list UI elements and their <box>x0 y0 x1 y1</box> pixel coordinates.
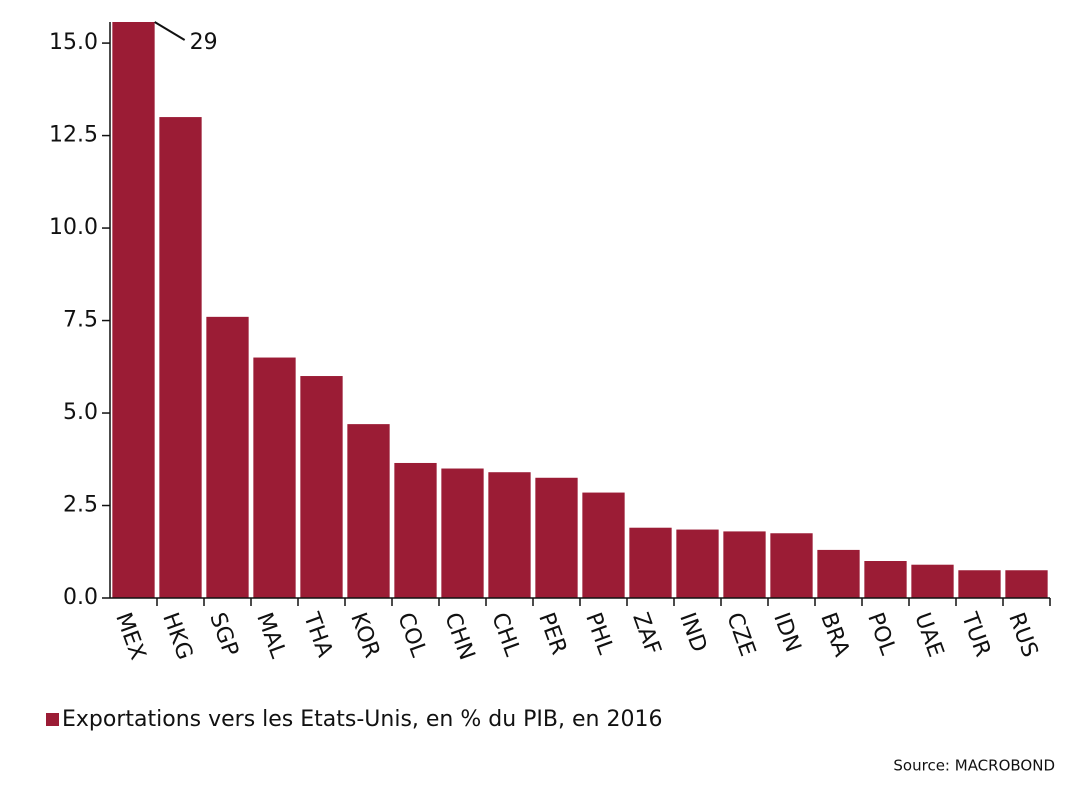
x-tick-label: MAL <box>251 610 291 663</box>
x-tick-label: TUR <box>956 609 995 661</box>
annotation-line <box>154 21 186 41</box>
x-tick-label: CHL <box>486 610 525 661</box>
bar <box>206 316 249 598</box>
y-tick-label: 7.5 <box>63 308 98 333</box>
x-tick-label: HKG <box>157 610 197 664</box>
bar <box>864 561 907 598</box>
bar <box>441 468 484 598</box>
x-tick-label: ZAF <box>627 610 665 659</box>
bar <box>488 472 531 598</box>
bar <box>535 477 578 598</box>
bar <box>112 22 155 598</box>
bar <box>817 549 860 598</box>
x-tick-label: CZE <box>721 610 760 660</box>
bar <box>723 531 766 598</box>
data-label: 29 <box>190 30 218 55</box>
x-tick-label: PHL <box>580 610 618 659</box>
y-tick-label: 10.0 <box>49 215 98 240</box>
x-tick-label: BRA <box>815 610 854 660</box>
x-tick-label: SGP <box>204 610 243 660</box>
x-tick-label: PER <box>533 610 571 658</box>
bar <box>159 117 202 598</box>
y-tick-label: 12.5 <box>49 123 98 148</box>
y-tick-label: 5.0 <box>63 400 98 425</box>
x-tick-label: THA <box>298 609 337 661</box>
bar <box>582 492 625 598</box>
plot-area <box>112 22 1048 598</box>
x-tick-label: COL <box>392 610 431 661</box>
x-tick-label: CHN <box>439 610 479 664</box>
x-tick-label: KOR <box>345 610 384 662</box>
bar <box>253 357 296 598</box>
source: Source: MACROBOND <box>893 757 1055 775</box>
x-tick-label: RUS <box>1003 610 1042 661</box>
legend-label: Exportations vers les Etats-Unis, en % d… <box>62 707 662 732</box>
bar <box>347 424 390 598</box>
x-tick-label: POL <box>862 610 900 660</box>
y-tick-label: 15.0 <box>49 30 98 55</box>
x-tick-label: IND <box>674 610 711 656</box>
x-tick-label: IDN <box>768 610 805 656</box>
x-tick-label: MEX <box>110 610 150 664</box>
bar <box>1005 570 1048 598</box>
bar <box>300 376 343 598</box>
bar <box>958 570 1001 598</box>
y-tick-label: 2.5 <box>63 493 98 518</box>
bar <box>676 529 719 598</box>
bar <box>394 462 437 598</box>
x-tick-label: UAE <box>909 610 948 661</box>
legend-swatch <box>46 713 59 726</box>
bar <box>770 533 813 598</box>
y-tick-label: 0.0 <box>63 585 98 610</box>
bar <box>911 564 954 598</box>
bar <box>629 527 672 598</box>
